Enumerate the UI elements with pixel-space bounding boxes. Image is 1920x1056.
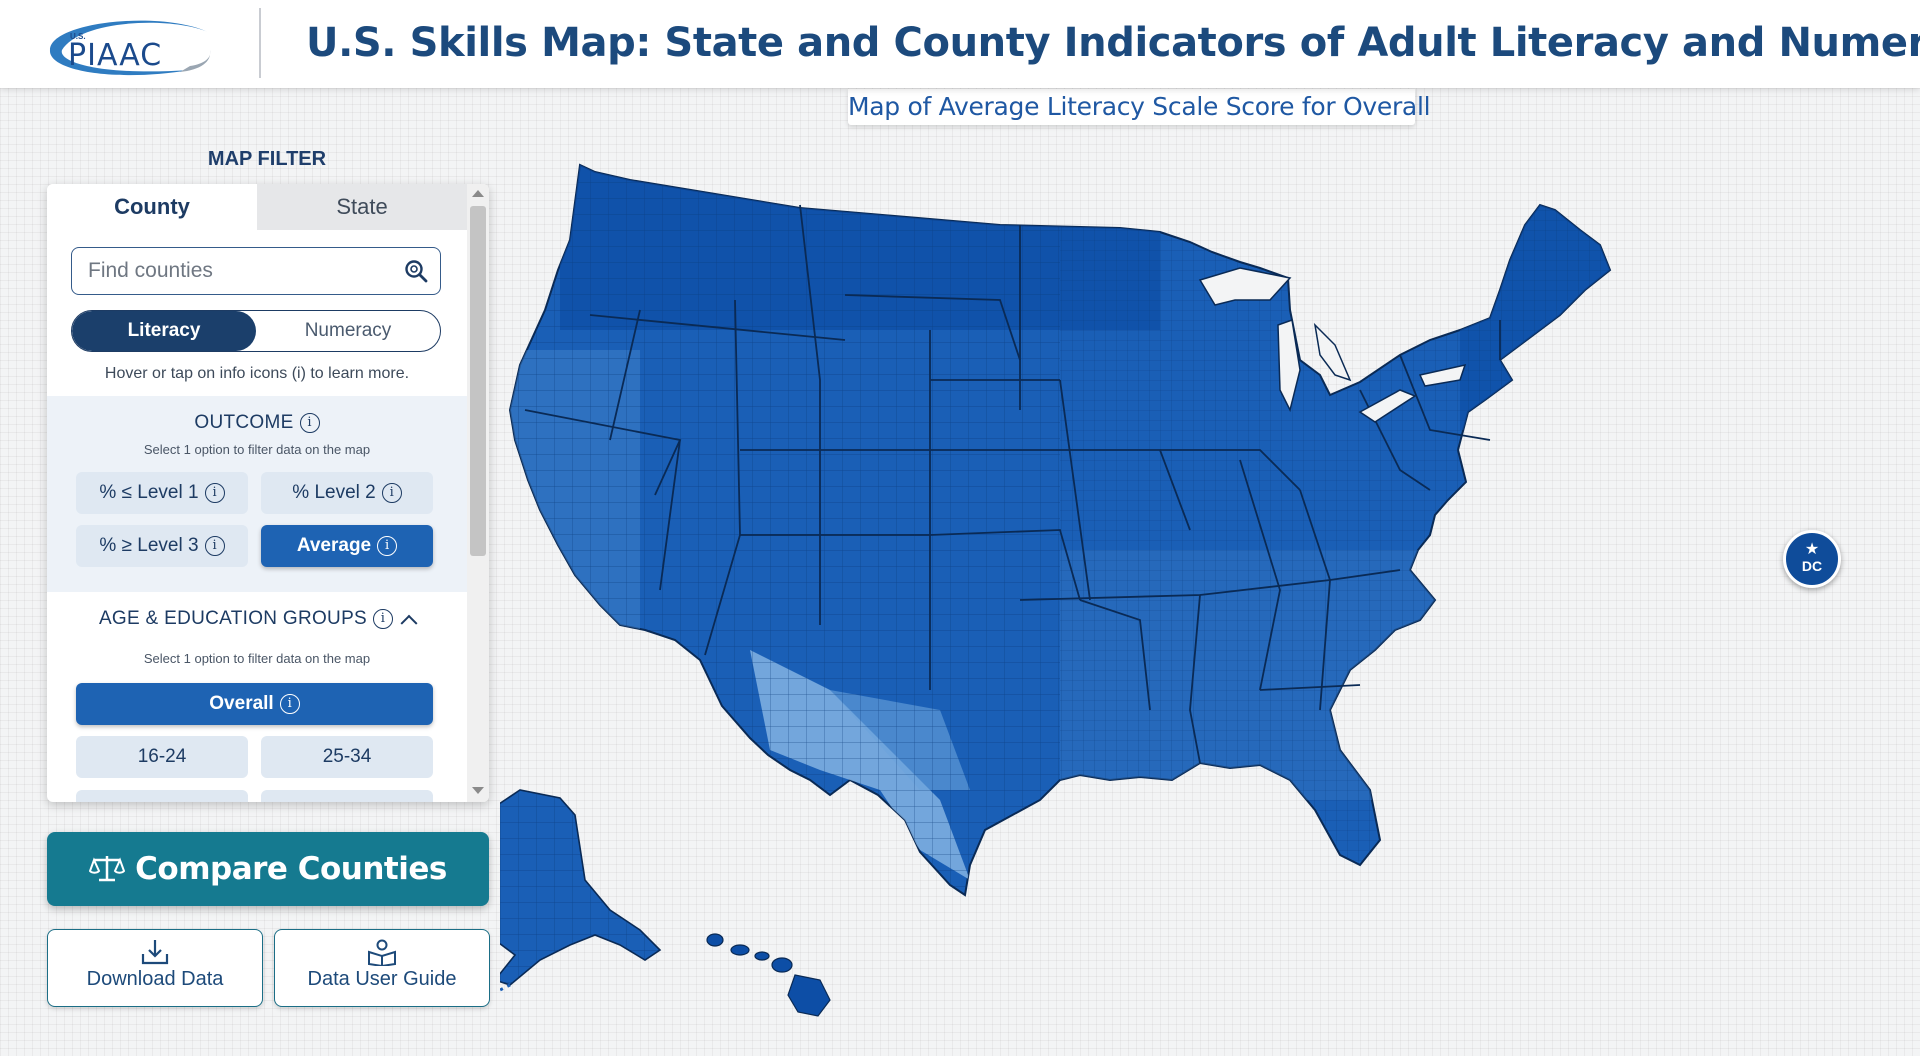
scale-balance-icon	[89, 855, 126, 881]
hawaii-kauai	[706, 933, 724, 947]
logo-text: PIAAC	[68, 38, 163, 73]
overall-info-icon[interactable]: i	[279, 693, 300, 714]
county-search-box	[71, 247, 441, 295]
download-icon	[141, 940, 169, 965]
regional-shading	[510, 165, 1610, 895]
county-search-input[interactable]	[88, 256, 398, 286]
logo-superscript: U.S.	[70, 32, 86, 41]
geography-tabs: County State	[47, 184, 467, 230]
dc-label: DC	[1801, 558, 1823, 574]
book-reader-icon	[368, 939, 396, 966]
outcome-level1-label: % ≤ Level 1	[99, 482, 199, 503]
outcome-title-label: OUTCOME	[194, 412, 294, 433]
hawaii-big-island	[787, 974, 831, 1017]
lake-huron	[1313, 322, 1352, 382]
toggle-numeracy[interactable]: Numeracy	[304, 320, 392, 341]
alaska[interactable]	[500, 789, 662, 1014]
compare-counties-label: Compare Counties	[135, 851, 447, 887]
header-divider	[259, 8, 261, 78]
outcome-info-icon[interactable]: i	[299, 412, 320, 433]
outcome-title: OUTCOME i	[47, 412, 467, 434]
aleutian-islands	[500, 983, 511, 992]
contiguous-us-states[interactable]	[500, 150, 1900, 1030]
groups-subtitle: Select 1 option to filter data on the ma…	[143, 651, 371, 666]
hawaii-maui	[771, 957, 793, 973]
hawaii-molokai	[754, 951, 770, 961]
skill-toggle: Literacy Numeracy	[71, 310, 441, 352]
toggle-literacy[interactable]: Literacy	[72, 311, 256, 351]
level2-info-icon[interactable]: i	[381, 482, 402, 503]
outcome-average-button[interactable]: Average i	[261, 525, 433, 567]
hawaii[interactable]	[706, 933, 831, 1017]
groups-title[interactable]: AGE & EDUCATION GROUPS i	[47, 608, 467, 632]
tab-state[interactable]: State	[257, 184, 467, 230]
level1-info-icon[interactable]: i	[204, 482, 225, 503]
page-title: U.S. Skills Map: State and County Indica…	[306, 20, 1920, 66]
lake-michigan	[1277, 318, 1301, 413]
group-25-34-button[interactable]: 25-34	[261, 736, 433, 778]
groups-title-label: AGE & EDUCATION GROUPS	[98, 608, 368, 629]
data-user-guide-label: Data User Guide	[307, 968, 457, 990]
outcome-average-label: Average	[296, 535, 372, 556]
info-hint-text: Hover or tap on info icons (i) to learn …	[104, 365, 410, 382]
panel-scrollbar[interactable]	[467, 184, 489, 802]
groups-info-icon[interactable]: i	[373, 608, 394, 629]
tab-county[interactable]: County	[47, 184, 257, 230]
group-next-button-partial[interactable]	[76, 790, 248, 802]
scroll-down-arrow-icon[interactable]	[472, 787, 484, 794]
us-county-choropleth-map[interactable]	[500, 150, 1900, 1030]
outcome-level2-label: % Level 2	[292, 482, 376, 503]
scroll-thumb[interactable]	[470, 206, 486, 556]
lake-superior	[1198, 267, 1292, 306]
group-next-button-partial[interactable]	[261, 790, 433, 802]
level3-info-icon[interactable]: i	[204, 535, 225, 556]
map-filter-heading: MAP FILTER	[207, 148, 327, 170]
star-icon: ★	[1804, 541, 1820, 558]
dc-marker-button[interactable]: ★ DC	[1783, 530, 1841, 588]
hawaii-oahu	[730, 944, 750, 956]
data-user-guide-button[interactable]: Data User Guide	[274, 929, 490, 1007]
eastern-county-lines	[1060, 165, 1610, 895]
download-data-button[interactable]: Download Data	[47, 929, 263, 1007]
lake-erie	[1358, 389, 1417, 423]
download-data-label: Download Data	[86, 968, 224, 990]
lake-ontario	[1418, 363, 1467, 387]
alaska-borough-lines	[500, 790, 660, 985]
logo-swoosh-icon	[49, 20, 211, 76]
average-info-icon[interactable]: i	[377, 535, 398, 556]
piaac-logo[interactable]: U.S. PIAAC	[40, 10, 216, 80]
state-boundaries	[524, 204, 1501, 764]
scroll-up-arrow-icon[interactable]	[472, 190, 484, 197]
chevron-up-icon[interactable]	[400, 614, 418, 632]
compare-counties-button[interactable]: Compare Counties	[47, 832, 489, 906]
outcome-section: OUTCOME i Select 1 option to filter data …	[47, 396, 467, 592]
group-overall-label: Overall	[209, 693, 274, 714]
group-16-24-button[interactable]: 16-24	[76, 736, 248, 778]
search-icon[interactable]	[404, 259, 428, 283]
map-caption: Map of Average Literacy Scale Score for …	[848, 89, 1431, 125]
outcome-level3-label: % ≥ Level 3	[99, 535, 199, 556]
app-header: U.S. PIAAC U.S. Skills Map: State and Co…	[0, 0, 1920, 88]
map-filter-panel: County State Literacy Numeracy Hover or …	[47, 184, 489, 802]
group-overall-button[interactable]: Overall i	[76, 683, 433, 725]
great-lakes	[1198, 267, 1467, 423]
outcome-subtitle: Select 1 option to filter data on the ma…	[143, 442, 371, 457]
